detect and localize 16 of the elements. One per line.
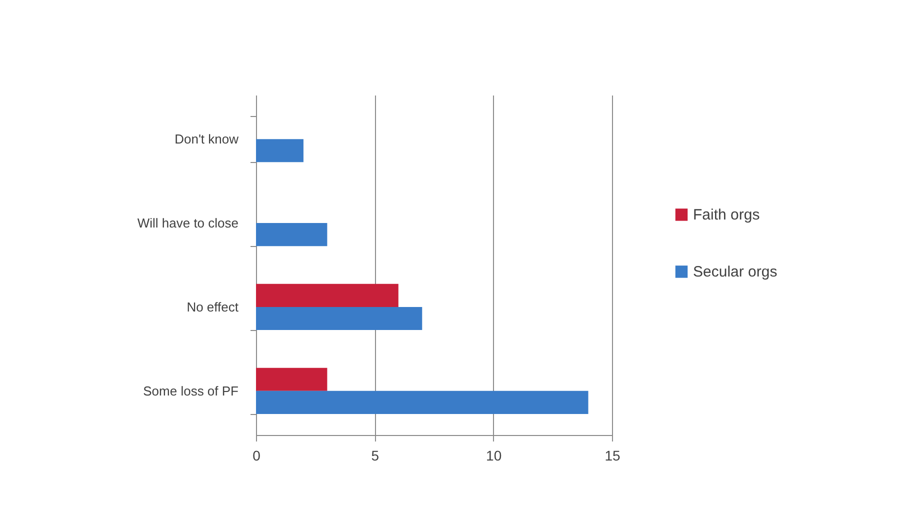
- x-tick-label: 5: [371, 448, 380, 464]
- x-tick-label: 10: [486, 448, 502, 464]
- bar: [256, 139, 304, 162]
- bar: [256, 390, 588, 414]
- legend-label: Faith orgs: [693, 206, 760, 224]
- y-tick-label: Will have to close: [137, 216, 238, 231]
- y-tick-label: Don't know: [174, 132, 240, 147]
- bar: [256, 284, 398, 307]
- y-tick-label: Some loss of PF: [143, 383, 239, 398]
- x-tick-label: 15: [604, 448, 620, 464]
- bar: [256, 306, 422, 330]
- y-tick-label: No effect: [186, 299, 239, 314]
- bar: [256, 368, 328, 391]
- bar: [256, 223, 328, 246]
- x-tick-label: 0: [252, 448, 261, 464]
- legend-label: Secular orgs: [693, 264, 778, 281]
